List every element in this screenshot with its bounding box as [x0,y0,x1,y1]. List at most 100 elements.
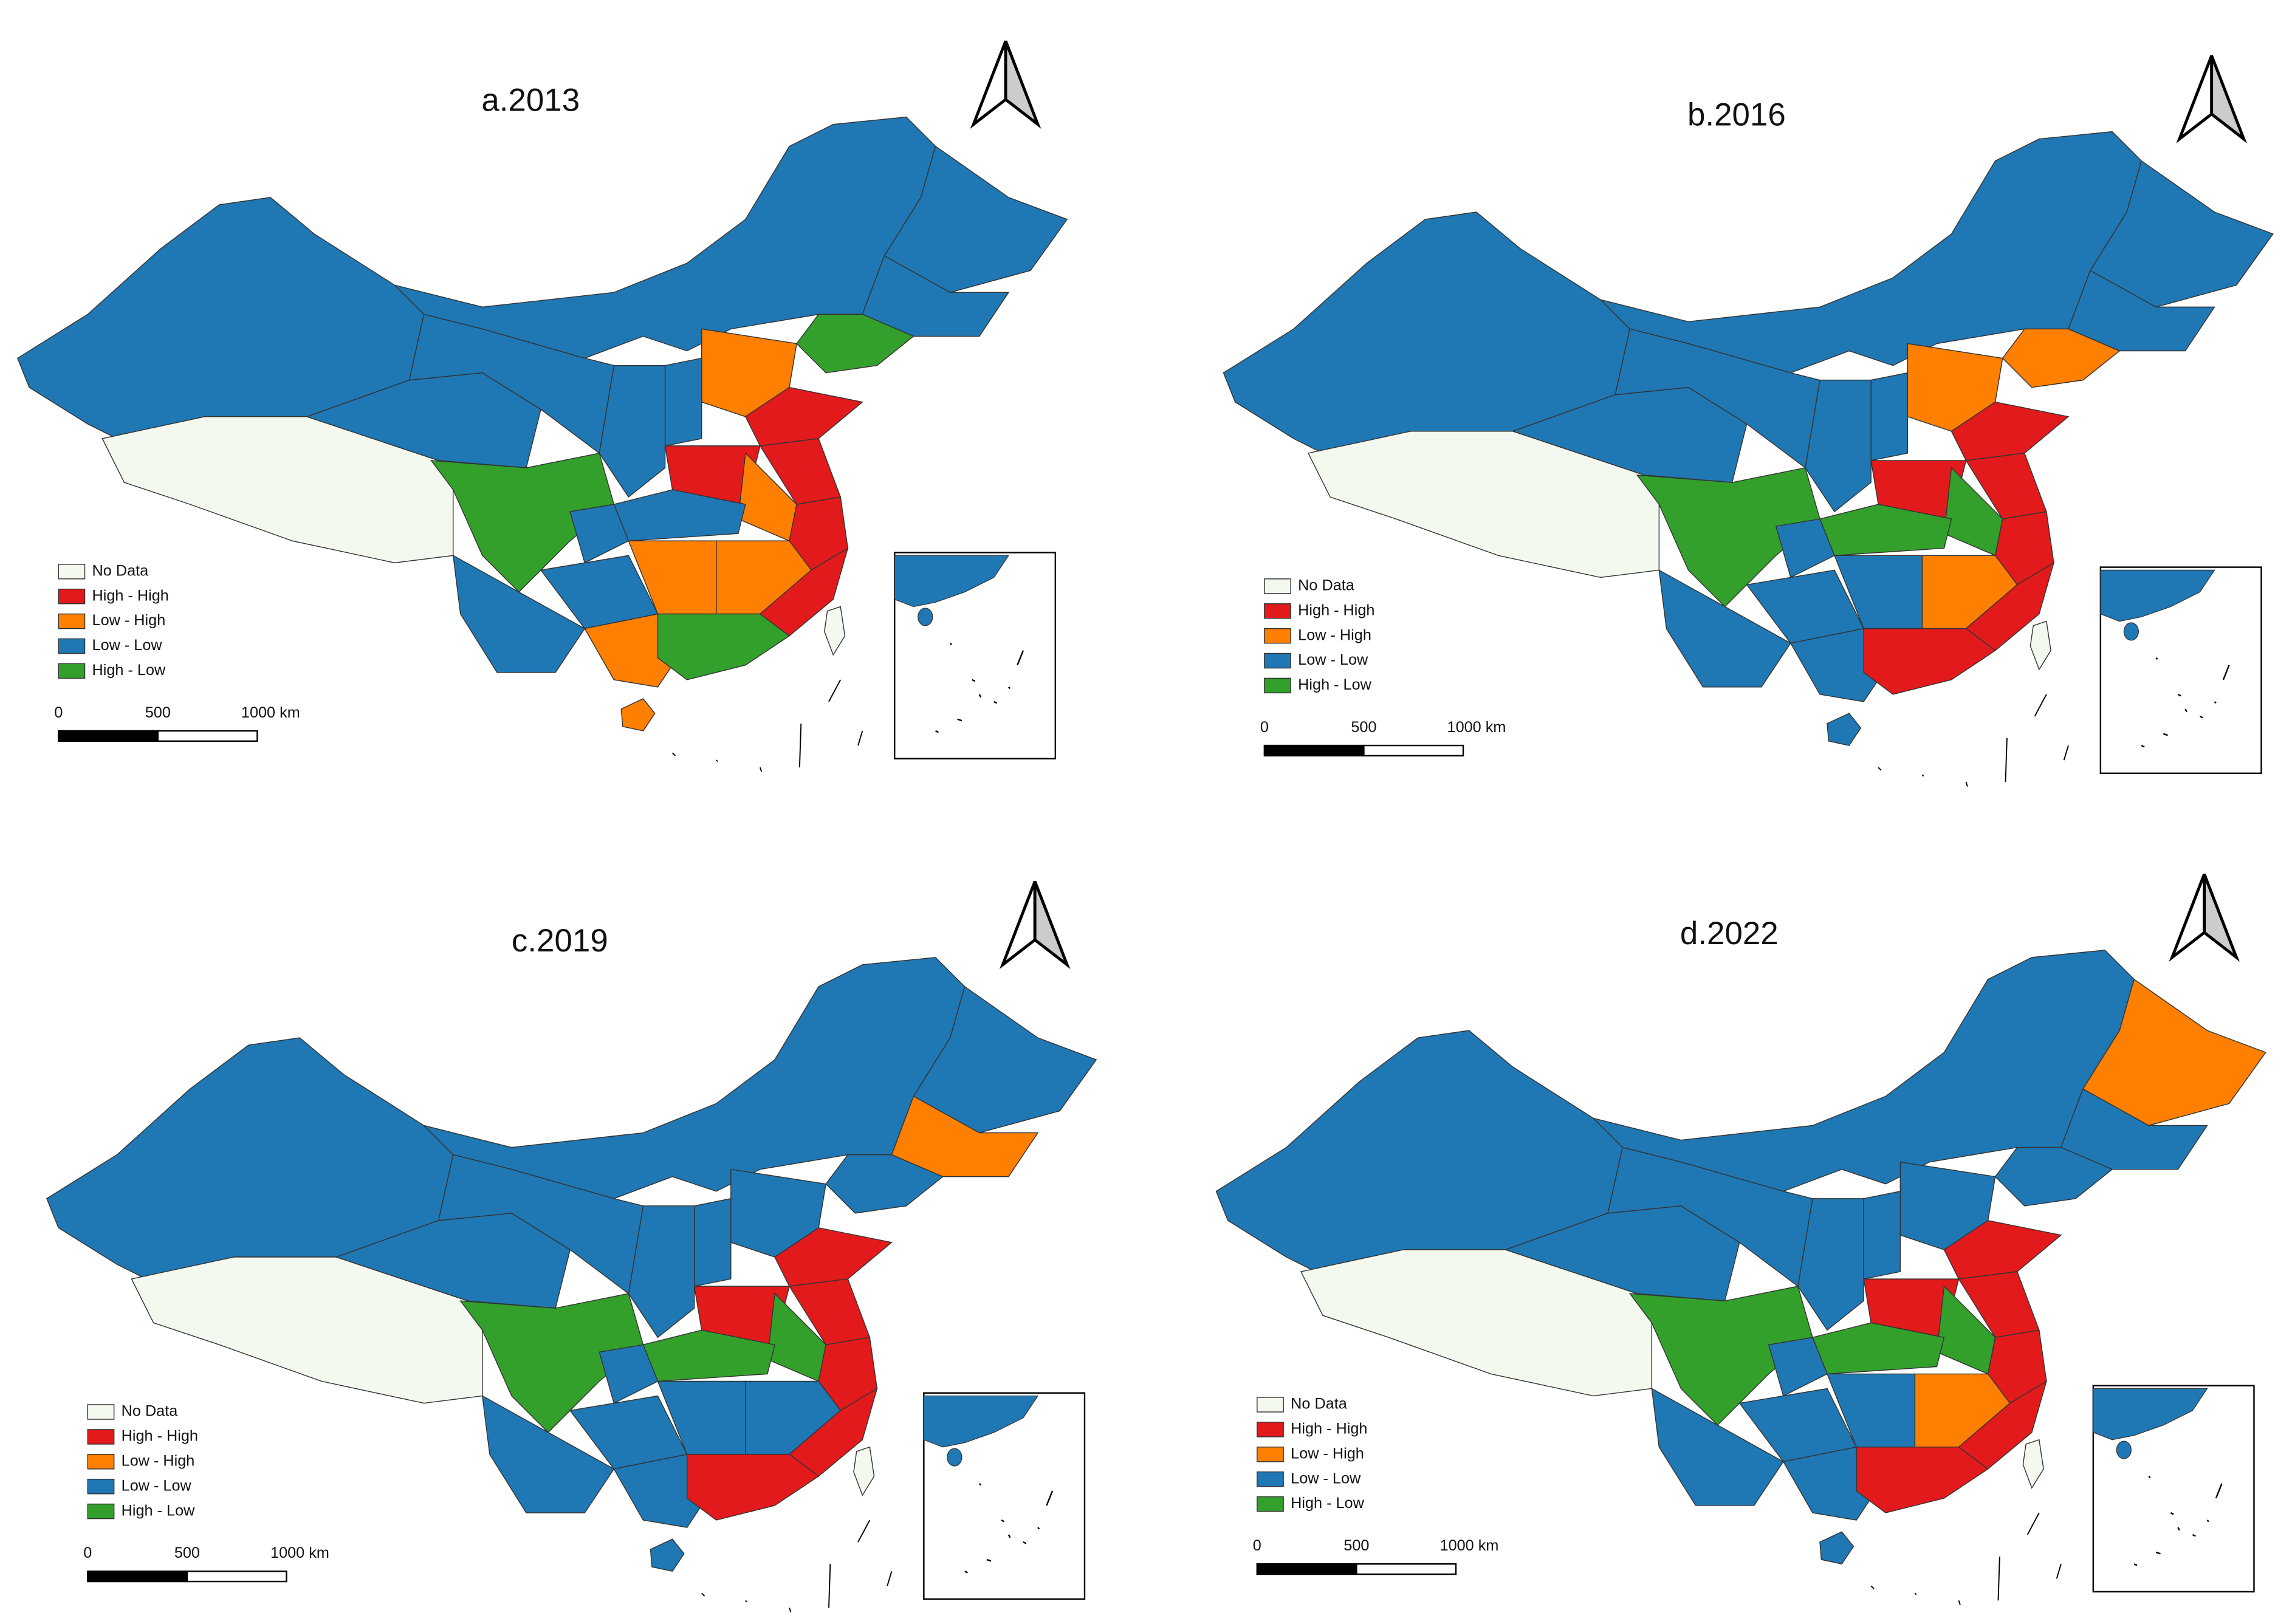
map-panel: d.2022 No Data High - High Low - High Low - … [1215,873,2266,1605]
scale-label: 1000 km [1447,719,1506,736]
inset-island [2123,622,2139,641]
taiwan [824,606,846,656]
inset-island [918,608,933,626]
legend-swatch [1264,653,1291,669]
legend-label: High - High [1291,1420,1367,1437]
scale-label: 1000 km [241,704,300,721]
legend-swatch [87,1429,115,1445]
legend-label: High - Low [1298,676,1371,693]
map-panel: c.2019 No Data High - High Low - High Low - … [46,880,1097,1612]
legend-label: No Data [122,1403,179,1420]
map-panel: a.2013 No Data High - High Low - High Low - … [16,40,1068,772]
province [657,613,791,680]
legend-swatch [87,1404,115,1420]
legend-label: High - Low [92,662,166,679]
map-panel: b.2016 No Data High - High Low - High Low - … [1223,55,2274,787]
province [452,554,586,673]
inset-island [2116,1441,2132,1459]
north-arrow [970,40,1007,129]
legend-swatch [58,588,86,605]
legend-swatch [58,638,86,654]
legend-label: Low - Low [92,637,163,654]
panel-title: c.2019 [512,923,608,959]
legend-label: Low - Low [122,1477,192,1494]
north-arrow [2176,55,2214,143]
legend-swatch [58,564,86,580]
province [1856,1447,1989,1513]
province [686,1454,820,1521]
scale-bar [58,730,159,742]
province [693,1197,732,1287]
scale-label: 1000 km [270,1544,329,1561]
province [1636,467,1820,608]
scale-bar [1356,1563,1457,1575]
legend-label: No Data [1298,577,1355,594]
panel-title: d.2022 [1680,916,1779,951]
legend-label: Low - High [122,1452,195,1469]
inset-land [923,1395,1039,1448]
legend-swatch [1257,1422,1284,1437]
legend-swatch [1257,1471,1284,1487]
scale-label: 500 [1351,719,1376,736]
scale-bar [157,730,258,742]
scale-label: 0 [1253,1537,1261,1554]
north-arrow [999,880,1037,970]
taiwan [853,1446,875,1496]
province [1827,713,1862,746]
legend-swatch [1264,628,1291,644]
province [459,1293,644,1433]
legend-label: High - High [92,587,169,604]
province [913,985,1097,1134]
legend-label: No Data [92,562,149,579]
legend-label: High - High [122,1428,198,1445]
province [1943,1220,2062,1280]
legend-label: High - High [1298,601,1374,618]
province [1951,401,2070,461]
scale-bar [1263,744,1365,757]
inset-land [2093,1388,2208,1441]
north-arrow [2210,55,2247,143]
sea-lines [671,679,863,772]
inset-land [894,555,1009,608]
legend-swatch [58,663,86,679]
scale-label: 500 [1343,1537,1369,1554]
inset-islands [935,642,1024,733]
province [2082,978,2266,1126]
legend-swatch [87,1478,115,1495]
inset-island [947,1448,962,1467]
province [744,386,863,447]
north-arrow [2203,873,2240,962]
legend-label: High - Low [1291,1495,1364,1512]
legend-swatch [1257,1447,1284,1462]
legend-label: Low - Low [1298,651,1368,668]
scale-bar [1363,744,1464,757]
province [774,1227,893,1287]
province [2090,160,2274,308]
scale-label: 0 [54,704,63,721]
legend-swatch [1264,578,1291,594]
province [1863,1190,1901,1280]
scale-label: 500 [174,1544,200,1561]
legend-swatch [1264,677,1291,694]
legend-label: High - Low [122,1502,195,1519]
province [1658,569,1791,688]
province [884,145,1068,293]
legend-swatch [1257,1397,1284,1413]
legend-swatch [87,1503,115,1520]
province [664,357,702,447]
legend-swatch [1257,1496,1284,1512]
sea-lines [701,1520,893,1612]
legend-label: Low - High [1291,1445,1364,1462]
province [1870,372,1909,461]
scale-bar [1256,1563,1357,1575]
legend-swatch [58,613,86,629]
scale-label: 0 [83,1544,92,1561]
scale-label: 1000 km [1440,1537,1499,1554]
legend-label: Low - High [1298,626,1371,643]
panel-title: b.2016 [1687,97,1786,133]
inset-islands [2141,657,2230,748]
panel-title: a.2013 [481,83,580,118]
inset-islands [964,1483,1054,1574]
province [1628,1286,1813,1426]
